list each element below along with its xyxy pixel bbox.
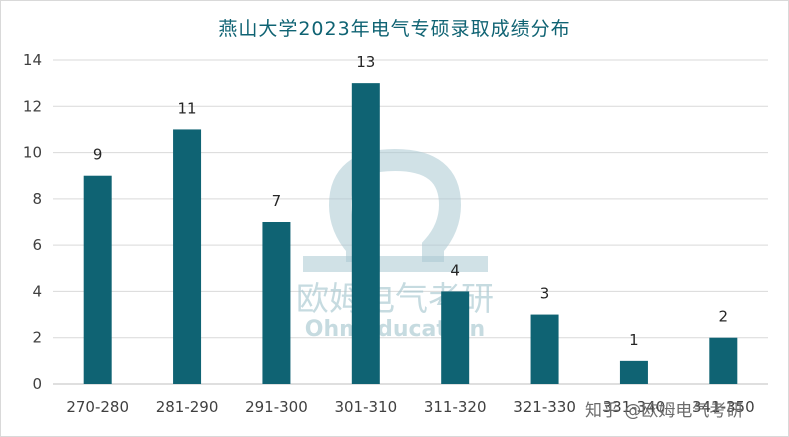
y-tick-labels: 0 2 4 6 8 10 12 14 [23, 51, 42, 393]
omega-logo-icon [328, 148, 462, 262]
x-tick-label: 281-290 [156, 398, 219, 416]
data-label: 3 [540, 285, 550, 303]
watermark-credit: 知乎 @欧姆电气考研 [585, 401, 744, 421]
y-tick-label: 12 [23, 97, 42, 115]
bar [351, 83, 380, 385]
data-label: 11 [178, 99, 197, 117]
data-label: 4 [450, 261, 460, 279]
y-tick-label: 0 [32, 375, 42, 393]
bar [173, 129, 202, 384]
bar [619, 360, 648, 384]
bar [709, 337, 738, 384]
data-labels: 9 11 7 13 4 3 1 2 [93, 53, 728, 349]
x-tick-label: 341-350 [692, 398, 755, 416]
bar [83, 175, 112, 384]
data-label: 1 [629, 331, 639, 349]
y-tick-label: 8 [32, 190, 42, 208]
gridlines [53, 59, 768, 385]
y-tick-label: 10 [23, 144, 42, 162]
y-tick-label: 6 [32, 236, 42, 254]
logo-bar [303, 256, 488, 272]
bar [530, 314, 559, 384]
x-tick-label: 301-310 [334, 398, 397, 416]
x-tick-label: 270-280 [66, 398, 129, 416]
data-label: 9 [93, 146, 103, 164]
data-label: 2 [719, 308, 729, 326]
x-tick-label: 321-330 [513, 398, 576, 416]
x-tick-label: 291-300 [245, 398, 308, 416]
chart-title: 燕山大学2023年电气专硕录取成绩分布 [218, 18, 571, 40]
bar [441, 291, 470, 384]
y-tick-label: 2 [32, 329, 42, 347]
bars [83, 83, 738, 385]
data-label: 7 [272, 192, 282, 210]
x-tick-label: 311-320 [424, 398, 487, 416]
data-label: 13 [356, 53, 375, 71]
x-tick-labels: 270-280 281-290 291-300 301-310 311-320 321-3… [66, 398, 754, 416]
y-tick-label: 4 [32, 282, 42, 300]
bar [262, 222, 291, 384]
y-tick-label: 14 [23, 51, 42, 69]
x-tick-label: 331-340 [603, 398, 666, 416]
